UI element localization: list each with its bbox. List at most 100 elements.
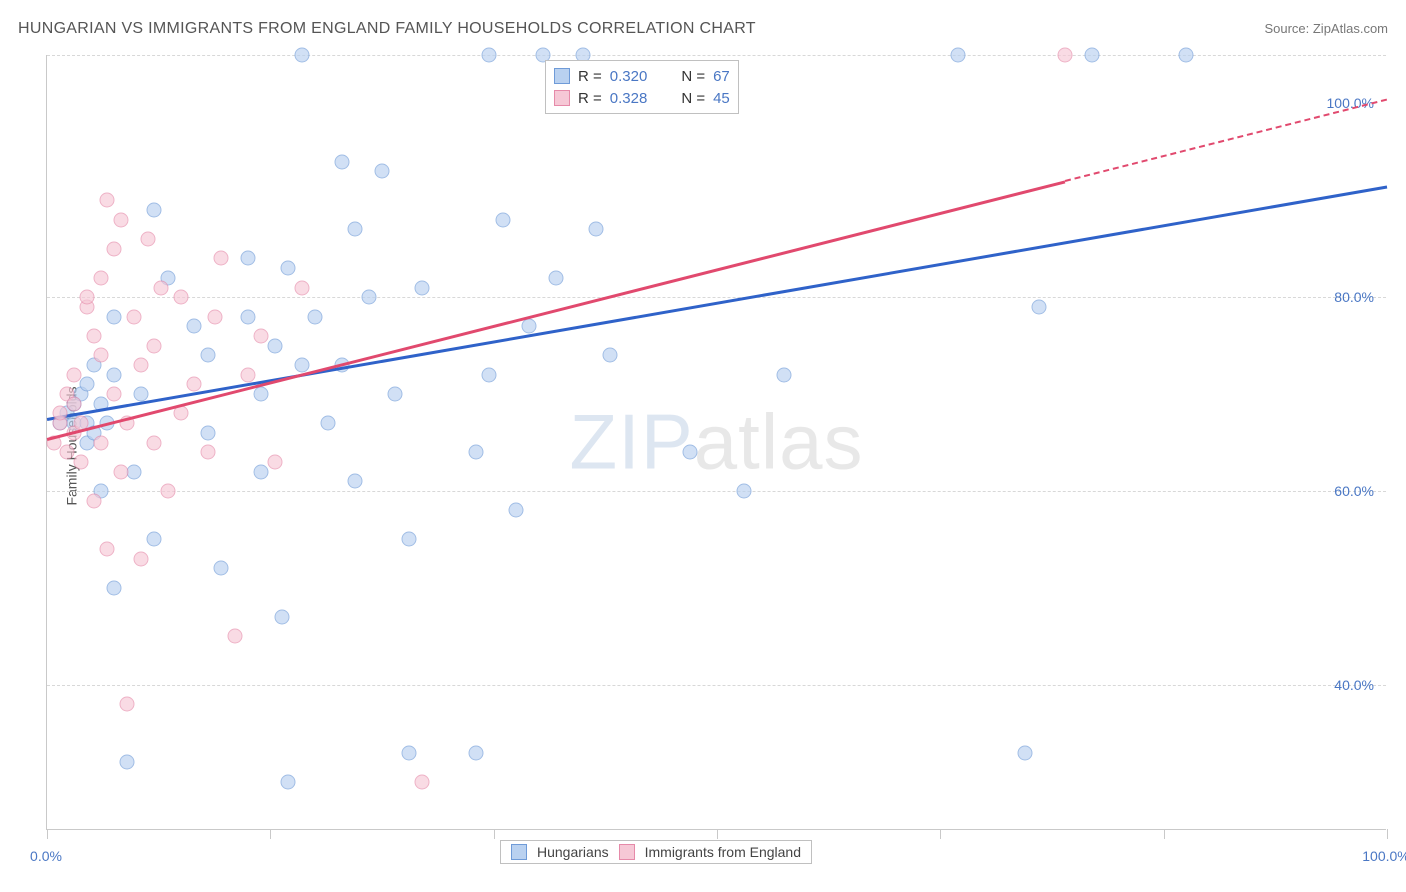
x-tick: [940, 829, 941, 839]
data-point: [113, 212, 128, 227]
stat-r-value: 0.328: [610, 90, 648, 107]
data-point: [348, 474, 363, 489]
data-point: [254, 387, 269, 402]
data-point: [495, 212, 510, 227]
gridline: [47, 297, 1386, 298]
data-point: [334, 154, 349, 169]
data-point: [80, 377, 95, 392]
x-tick: [1164, 829, 1165, 839]
data-point: [241, 251, 256, 266]
data-point: [200, 445, 215, 460]
data-point: [73, 454, 88, 469]
data-point: [401, 745, 416, 760]
data-point: [100, 542, 115, 557]
stats-row: R =0.320N =67: [554, 65, 730, 87]
data-point: [107, 241, 122, 256]
legend-swatch: [619, 844, 635, 860]
data-point: [133, 551, 148, 566]
legend-label: Hungarians: [537, 844, 609, 860]
data-point: [254, 328, 269, 343]
data-point: [736, 483, 751, 498]
data-point: [509, 503, 524, 518]
legend-swatch: [511, 844, 527, 860]
data-point: [308, 309, 323, 324]
data-point: [415, 774, 430, 789]
legend-label: Immigrants from England: [645, 844, 801, 860]
legend-swatch: [554, 90, 570, 106]
data-point: [120, 697, 135, 712]
data-point: [187, 377, 202, 392]
data-point: [133, 358, 148, 373]
plot-area: ZIPatlas 40.0%60.0%80.0%100.0%: [46, 55, 1386, 830]
data-point: [241, 309, 256, 324]
data-point: [93, 270, 108, 285]
data-point: [361, 290, 376, 305]
data-point: [549, 270, 564, 285]
stat-r-value: 0.320: [610, 68, 648, 85]
data-point: [53, 406, 68, 421]
stat-r-label: R =: [578, 90, 602, 107]
stat-n-value: 67: [713, 68, 730, 85]
gridline: [47, 491, 1386, 492]
x-tick: [47, 829, 48, 839]
data-point: [274, 609, 289, 624]
stats-legend-box: R =0.320N =67R =0.328N =45: [545, 60, 739, 114]
y-tick-label: 40.0%: [1334, 677, 1374, 693]
data-point: [66, 367, 81, 382]
data-point: [93, 348, 108, 363]
data-point: [66, 396, 81, 411]
data-point: [207, 309, 222, 324]
data-point: [1085, 48, 1100, 63]
watermark-zip: ZIP: [569, 398, 693, 486]
data-point: [100, 193, 115, 208]
stat-n-label: N =: [681, 90, 705, 107]
data-point: [241, 367, 256, 382]
data-point: [107, 309, 122, 324]
data-point: [214, 561, 229, 576]
data-point: [388, 387, 403, 402]
data-point: [140, 232, 155, 247]
x-tick-label: 0.0%: [30, 848, 62, 864]
regression-line: [47, 186, 1387, 421]
data-point: [187, 319, 202, 334]
y-tick-label: 60.0%: [1334, 483, 1374, 499]
regression-line: [47, 180, 1066, 440]
data-point: [147, 532, 162, 547]
data-point: [254, 464, 269, 479]
data-point: [147, 338, 162, 353]
data-point: [294, 48, 309, 63]
data-point: [482, 48, 497, 63]
data-point: [60, 445, 75, 460]
data-point: [200, 425, 215, 440]
stat-n-value: 45: [713, 90, 730, 107]
data-point: [267, 454, 282, 469]
data-point: [227, 629, 242, 644]
data-point: [107, 387, 122, 402]
data-point: [133, 387, 148, 402]
data-point: [1018, 745, 1033, 760]
data-point: [1179, 48, 1194, 63]
data-point: [777, 367, 792, 382]
data-point: [107, 580, 122, 595]
data-point: [107, 367, 122, 382]
data-point: [468, 745, 483, 760]
data-point: [267, 338, 282, 353]
x-tick: [494, 829, 495, 839]
data-point: [93, 435, 108, 450]
data-point: [602, 348, 617, 363]
watermark-atlas: atlas: [694, 398, 864, 486]
data-point: [127, 464, 142, 479]
x-tick: [270, 829, 271, 839]
data-point: [522, 319, 537, 334]
chart-title: HUNGARIAN VS IMMIGRANTS FROM ENGLAND FAM…: [18, 20, 756, 38]
stat-r-label: R =: [578, 68, 602, 85]
data-point: [86, 328, 101, 343]
data-point: [468, 445, 483, 460]
source-label: Source: ZipAtlas.com: [1264, 21, 1388, 36]
data-point: [147, 203, 162, 218]
data-point: [482, 367, 497, 382]
data-point: [113, 464, 128, 479]
data-point: [160, 483, 175, 498]
regression-line: [1065, 99, 1387, 182]
data-point: [80, 290, 95, 305]
